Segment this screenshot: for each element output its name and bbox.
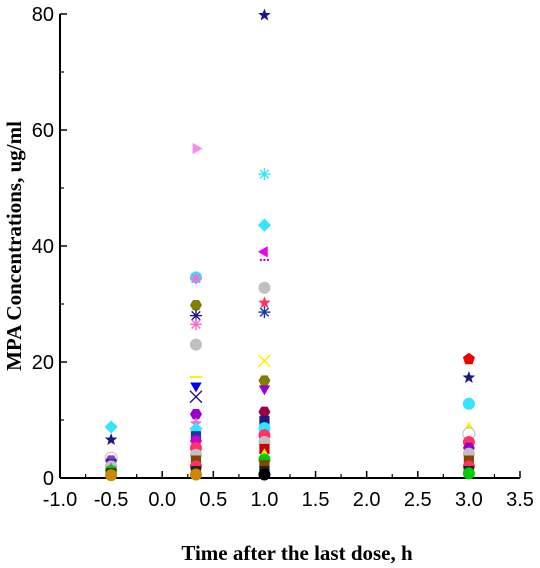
data-point [189, 318, 202, 331]
x-tick-label: 2.5 [404, 489, 432, 511]
x-axis-title: Time after the last dose, h [181, 541, 413, 565]
data-point [258, 296, 271, 309]
data-point [189, 338, 202, 351]
data-point [189, 272, 202, 285]
data-point [257, 218, 272, 232]
x-tick-label: 1.5 [302, 489, 330, 511]
data-point [258, 375, 271, 386]
x-tick-label: 0.0 [148, 489, 176, 511]
data-point [257, 246, 268, 258]
data-point [189, 468, 202, 481]
data-point [259, 416, 270, 427]
x-tick-label: 1.0 [251, 489, 279, 511]
data-point [259, 258, 270, 262]
data-point [105, 469, 118, 482]
y-tick-label: 0 [43, 468, 54, 490]
data-point [258, 168, 271, 181]
data-point [104, 433, 118, 446]
y-axis-title: MPA Concentrations, ug/ml [2, 121, 26, 371]
data-point [258, 468, 271, 481]
y-tick-label: 20 [32, 352, 54, 374]
data-point [189, 409, 202, 420]
data-point [258, 281, 271, 294]
x-tick-label: 2.0 [353, 489, 381, 511]
data-point [462, 352, 475, 365]
x-tick-label: 3.5 [506, 489, 534, 511]
y-tick-label: 80 [32, 4, 54, 26]
x-axis-ticks: -1.0 -0.5 0.0 0.5 1.0 1.5 2.0 2.5 3.0 3.5 [43, 471, 534, 511]
x-tick-label: 3.0 [455, 489, 483, 511]
data-point [257, 354, 271, 368]
data-point [462, 467, 475, 480]
data-point [190, 382, 202, 393]
x-tick-label: -1.0 [43, 489, 77, 511]
data-point [258, 8, 271, 21]
data-point [189, 390, 203, 404]
data-points [104, 8, 476, 482]
data-point [462, 397, 475, 410]
data-point [258, 306, 271, 319]
data-point [462, 371, 476, 383]
data-point [258, 385, 271, 396]
data-point [258, 406, 271, 418]
x-tick-label: -0.5 [94, 489, 128, 511]
data-point [259, 460, 270, 471]
data-point [192, 142, 203, 155]
y-tick-label: 40 [32, 236, 54, 258]
data-point [104, 420, 118, 434]
data-point [189, 299, 202, 311]
plot-area [59, 14, 520, 479]
y-axis-ticks: 0 20 40 60 80 [32, 4, 67, 490]
y-tick-label: 60 [32, 120, 54, 142]
x-tick-label: 0.5 [199, 489, 227, 511]
